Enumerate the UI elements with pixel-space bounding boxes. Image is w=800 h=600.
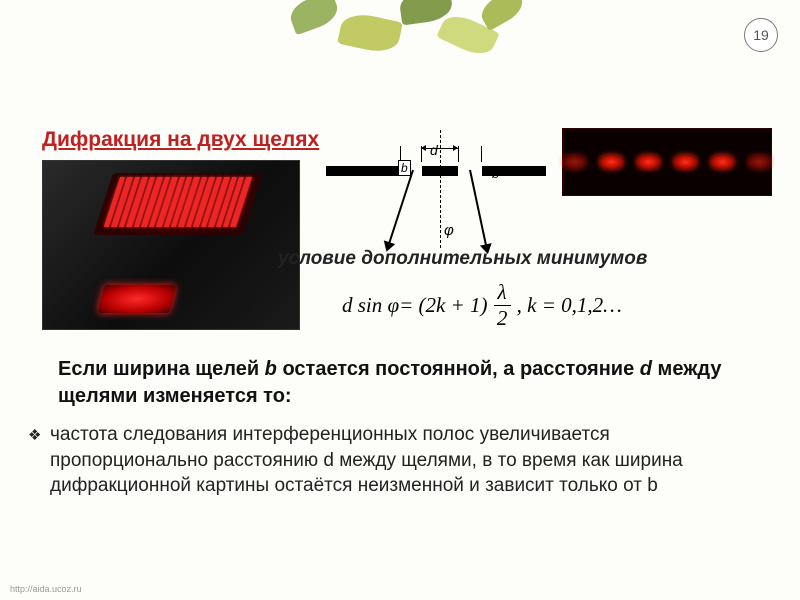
formula-fraction: λ 2 bbox=[494, 282, 511, 329]
page-number-badge: 19 bbox=[744, 18, 778, 52]
paragraph-condition: Если ширина щелей b остается постоянной,… bbox=[58, 356, 760, 410]
render-diffraction-cube bbox=[42, 160, 300, 330]
decorative-leaves bbox=[280, 0, 540, 90]
formula-tail: , k = 0,1,2… bbox=[517, 293, 622, 318]
label-b-right: b bbox=[492, 166, 499, 181]
footer-url: http://aida.ucoz.ru bbox=[10, 584, 82, 594]
bullet-icon: ❖ bbox=[28, 422, 50, 499]
label-d: d bbox=[430, 142, 438, 158]
label-phi: φ bbox=[444, 222, 454, 239]
diffraction-pattern-photo bbox=[562, 128, 772, 196]
formula-minimum-condition: d sin φ = (2k + 1) λ 2 , k = 0,1,2… bbox=[342, 282, 622, 329]
formula-lhs: d sin φ bbox=[342, 293, 399, 318]
slide-title: Дифракция на двух щелях bbox=[42, 128, 319, 152]
double-slit-schematic: d b b φ bbox=[326, 130, 546, 250]
page-number: 19 bbox=[753, 27, 769, 43]
bullet-item: ❖ частота следования интерференционных п… bbox=[28, 422, 760, 499]
condition-label: условие дополнительных минимумов bbox=[278, 248, 647, 270]
bullet-text: частота следования интерференционных пол… bbox=[50, 422, 760, 499]
formula-eq: = (2k + 1) bbox=[399, 293, 487, 318]
label-b-left: b bbox=[398, 160, 411, 176]
